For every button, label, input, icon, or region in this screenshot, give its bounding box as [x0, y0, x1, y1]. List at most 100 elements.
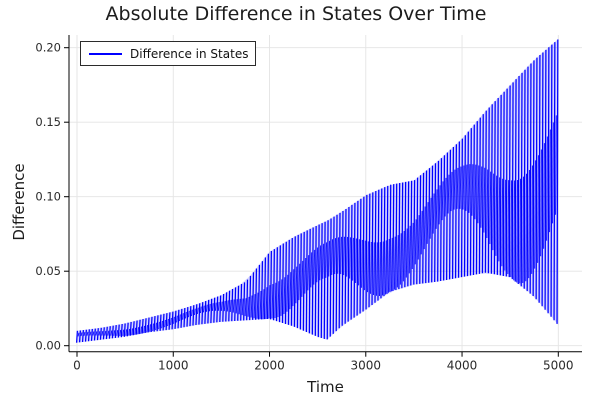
series-line-stroke	[78, 330, 82, 343]
series-line-stroke	[283, 277, 286, 315]
series-line-stroke	[490, 104, 493, 274]
series-line-stroke	[75, 330, 79, 343]
series-line-stroke	[349, 237, 351, 279]
series-line-stroke	[162, 313, 165, 331]
series-line-stroke	[198, 303, 201, 325]
series-line-stroke	[346, 236, 348, 277]
series-line-stroke	[355, 238, 357, 283]
series-line-stroke	[529, 63, 532, 294]
series-line-stroke	[440, 158, 443, 282]
series-line-stroke	[292, 269, 295, 307]
series-line-stroke	[316, 247, 319, 283]
series-line-stroke	[185, 311, 187, 319]
series-line-stroke	[269, 250, 272, 320]
series-line-stroke	[414, 219, 417, 265]
series-line-stroke	[256, 292, 259, 319]
series-line-stroke	[123, 323, 126, 337]
series-line-stroke	[456, 167, 459, 209]
series-line-stroke	[104, 330, 107, 336]
series-line-stroke	[450, 171, 453, 212]
series-line-stroke	[373, 242, 375, 296]
series-line-stroke	[523, 69, 526, 289]
series-line-stroke	[328, 240, 331, 277]
series-line-stroke	[188, 310, 190, 318]
series-line-stroke	[241, 298, 244, 316]
series-line-stroke	[475, 121, 478, 275]
series-line-stroke	[77, 332, 80, 337]
series-line-stroke	[143, 325, 146, 334]
series-line-stroke	[361, 239, 363, 288]
series-line-stroke	[113, 330, 116, 336]
series-line-stroke	[413, 180, 416, 285]
series-line-stroke	[535, 57, 538, 300]
series-line-stroke	[219, 295, 222, 323]
series-line-stroke	[271, 284, 274, 319]
series-line-stroke	[204, 300, 207, 324]
series-line-stroke	[252, 272, 255, 320]
series-line-stroke	[295, 266, 298, 304]
series-line-stroke	[544, 49, 547, 310]
series-line-stroke	[435, 189, 438, 229]
series-line-stroke	[417, 215, 420, 260]
legend-line-sample	[89, 52, 122, 55]
series-line-stroke	[546, 136, 548, 241]
legend-box: Difference in States	[80, 41, 256, 66]
series-line-stroke	[462, 165, 465, 210]
legend-label: Difference in States	[130, 46, 249, 61]
series-line-stroke	[304, 258, 307, 294]
series-line-stroke	[138, 319, 141, 335]
series-line-stroke	[262, 289, 265, 320]
series-line-stroke	[422, 172, 425, 284]
series-line-stroke	[374, 191, 377, 303]
series-line-stroke	[281, 243, 284, 324]
series-line-stroke	[190, 309, 193, 317]
series-line-stroke	[549, 129, 551, 233]
series-line-stroke	[537, 155, 539, 263]
series-line-stroke	[189, 306, 192, 327]
series-line-stroke	[337, 237, 340, 274]
x-axis-label: Time	[307, 378, 344, 396]
series-line-stroke	[119, 329, 122, 336]
series-line-stroke	[220, 301, 223, 311]
series-line-stroke	[259, 290, 262, 320]
series-line-stroke	[504, 179, 507, 271]
series-line-stroke	[531, 165, 533, 274]
series-line-stroke	[278, 245, 281, 323]
series-line-stroke	[428, 168, 431, 283]
series-line-stroke	[498, 177, 501, 262]
series-line-stroke	[284, 241, 287, 324]
series-line-stroke	[105, 326, 108, 340]
series-line-stroke	[343, 236, 345, 276]
series-line-stroke	[192, 305, 195, 326]
series-line-stroke	[263, 257, 267, 320]
series-line-stroke	[305, 230, 308, 333]
series-line-stroke	[99, 327, 102, 340]
series-line-stroke	[116, 330, 119, 336]
series-line-stroke	[353, 202, 356, 318]
y-tick-label: 0.20	[35, 41, 61, 55]
series-line-stroke	[217, 302, 220, 311]
series-line-stroke	[520, 72, 523, 287]
series-line-stroke	[445, 152, 449, 280]
series-line-stroke	[384, 240, 387, 295]
series-line-stroke	[390, 237, 393, 292]
series-line-stroke	[238, 298, 241, 315]
series-line-stroke	[235, 299, 238, 314]
series-line-stroke	[322, 243, 325, 279]
series-line-stroke	[311, 227, 314, 335]
series-line-stroke	[334, 238, 337, 275]
series-line-stroke	[478, 117, 481, 274]
series-line-stroke	[202, 305, 205, 313]
series-line-stroke	[396, 235, 399, 288]
series-line-stroke	[454, 144, 458, 279]
series-line-stroke	[513, 180, 516, 281]
series-line-stroke	[386, 185, 389, 294]
series-line-stroke	[468, 164, 471, 213]
series-line-stroke	[522, 176, 525, 283]
series-line-stroke	[240, 284, 243, 321]
series-line-stroke	[81, 330, 84, 343]
series-line-stroke	[466, 131, 469, 277]
series-line-stroke	[508, 85, 511, 278]
series-line-stroke	[420, 210, 423, 255]
